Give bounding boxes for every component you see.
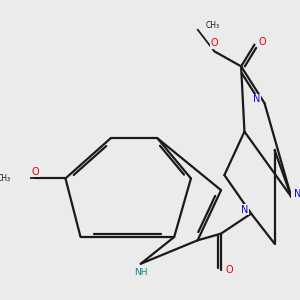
Text: O: O [211, 38, 218, 49]
Text: O: O [225, 266, 233, 275]
Text: NH: NH [134, 268, 148, 278]
Text: CH₃: CH₃ [206, 21, 220, 30]
Text: N: N [294, 189, 300, 199]
Text: O: O [32, 167, 39, 177]
Text: N: N [241, 205, 248, 214]
Text: CH₃: CH₃ [0, 174, 11, 183]
Text: N: N [253, 94, 260, 104]
Text: O: O [259, 37, 266, 47]
